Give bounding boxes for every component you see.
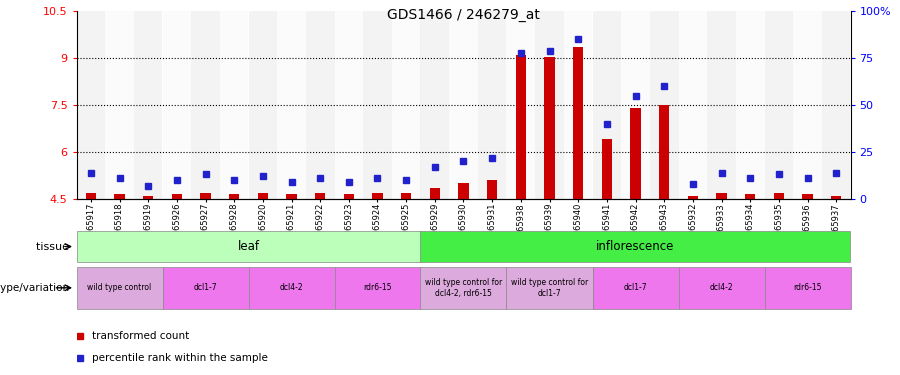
Bar	[114, 194, 124, 199]
Bar	[536, 11, 563, 199]
Bar	[487, 180, 497, 199]
Text: percentile rank within the sample: percentile rank within the sample	[92, 352, 268, 363]
Bar	[420, 267, 507, 309]
Bar	[631, 108, 641, 199]
Bar	[143, 196, 153, 199]
Bar	[774, 192, 784, 199]
Text: dcl4-2: dcl4-2	[280, 284, 303, 292]
Text: rdr6-15: rdr6-15	[364, 284, 392, 292]
Text: GDS1466 / 246279_at: GDS1466 / 246279_at	[387, 8, 540, 21]
Bar	[420, 231, 850, 262]
Bar	[220, 11, 248, 199]
Bar	[86, 192, 95, 199]
Text: inflorescence: inflorescence	[597, 240, 675, 253]
Bar	[679, 267, 764, 309]
Bar	[745, 194, 755, 199]
Text: dcl1-7: dcl1-7	[624, 284, 647, 292]
Bar	[573, 47, 583, 199]
Bar	[392, 11, 420, 199]
Bar	[335, 267, 420, 309]
Bar	[478, 11, 507, 199]
Bar	[449, 11, 478, 199]
Bar	[688, 196, 698, 199]
Text: leaf: leaf	[238, 240, 259, 253]
Bar	[315, 192, 325, 199]
Bar	[803, 194, 813, 199]
Bar	[430, 188, 440, 199]
Bar	[277, 11, 306, 199]
Bar	[76, 11, 105, 199]
Bar	[76, 231, 420, 262]
Text: dcl4-2: dcl4-2	[710, 284, 734, 292]
Bar	[822, 11, 850, 199]
Bar	[736, 11, 764, 199]
Bar	[516, 55, 526, 199]
Bar	[707, 11, 736, 199]
Text: tissue: tissue	[35, 242, 72, 252]
Bar	[507, 267, 592, 309]
Bar	[76, 267, 163, 309]
Bar	[257, 192, 268, 199]
Text: rdr6-15: rdr6-15	[793, 284, 822, 292]
Bar	[420, 11, 449, 199]
Bar	[335, 11, 364, 199]
Bar	[650, 11, 679, 199]
Bar	[401, 192, 411, 199]
Bar	[544, 57, 554, 199]
Bar	[230, 194, 239, 199]
Bar	[306, 11, 335, 199]
Bar	[592, 267, 679, 309]
Bar	[286, 194, 296, 199]
Bar	[764, 11, 793, 199]
Bar	[248, 267, 335, 309]
Bar	[134, 11, 163, 199]
Bar	[563, 11, 592, 199]
Bar	[344, 194, 354, 199]
Text: wild type control for
dcl4-2, rdr6-15: wild type control for dcl4-2, rdr6-15	[425, 278, 502, 297]
Bar	[163, 267, 248, 309]
Bar	[364, 11, 392, 199]
Bar	[373, 192, 382, 199]
Bar	[191, 11, 220, 199]
Text: genotype/variation: genotype/variation	[0, 283, 72, 293]
Bar	[163, 11, 191, 199]
Bar	[458, 183, 469, 199]
Bar	[507, 11, 536, 199]
Bar	[201, 192, 211, 199]
Text: wild type control: wild type control	[87, 284, 151, 292]
Text: dcl1-7: dcl1-7	[194, 284, 217, 292]
Bar	[172, 194, 182, 199]
Bar	[105, 11, 134, 199]
Bar	[602, 140, 612, 199]
Bar	[621, 11, 650, 199]
Bar	[832, 196, 842, 199]
Bar	[248, 11, 277, 199]
Bar	[764, 267, 850, 309]
Bar	[592, 11, 621, 199]
Text: transformed count: transformed count	[92, 331, 189, 341]
Bar	[659, 105, 670, 199]
Text: wild type control for
dcl1-7: wild type control for dcl1-7	[511, 278, 588, 297]
Bar	[679, 11, 707, 199]
Bar	[793, 11, 822, 199]
Bar	[716, 192, 726, 199]
